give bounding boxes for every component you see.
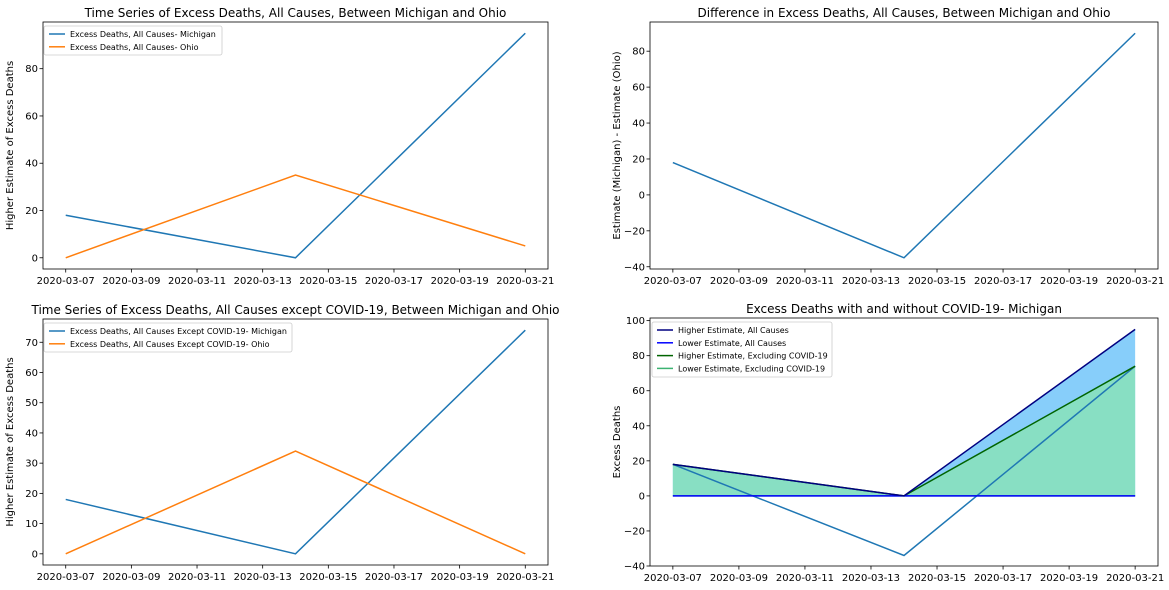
y-tick-label: 20 (632, 154, 645, 165)
x-tick-label: 2020-03-17 (974, 276, 1032, 287)
x-tick-label: 2020-03-07 (37, 276, 95, 287)
y-axis-label: Higher Estimate of Excess Deaths (5, 61, 16, 230)
y-tick-label: −20 (624, 526, 645, 537)
x-tick-label: 2020-03-21 (1106, 276, 1164, 287)
x-tick-label: 2020-03-13 (234, 276, 292, 287)
legend-label: Higher Estimate, Excluding COVID-19 (678, 352, 828, 361)
y-tick-label: 0 (32, 549, 38, 560)
axes-frame (649, 317, 1159, 567)
y-tick-label: −20 (624, 226, 645, 237)
legend-label: Excess Deaths, All Causes- Ohio (70, 43, 199, 52)
x-tick-label: 2020-03-19 (1040, 573, 1098, 584)
x-tick-label: 2020-03-11 (168, 276, 226, 287)
y-tick-label: 0 (639, 190, 645, 201)
x-tick-label: 2020-03-09 (102, 572, 160, 583)
series-line-0 (672, 32, 1136, 259)
y-tick-label: 80 (25, 64, 38, 75)
chart-title: Excess Deaths with and without COVID-19-… (746, 302, 1062, 316)
y-tick-label: −40 (624, 562, 645, 573)
y-tick-label: 100 (626, 316, 645, 327)
y-tick-label: 80 (632, 351, 645, 362)
x-tick-label: 2020-03-21 (1106, 573, 1164, 584)
y-tick-label: 0 (32, 253, 38, 264)
y-tick-label: 20 (25, 489, 38, 500)
x-tick-label: 2020-03-13 (234, 572, 292, 583)
x-tick-label: 2020-03-19 (1040, 276, 1098, 287)
y-axis-label: Estimate (Michigan) - Estimate (Ohio) (612, 51, 623, 239)
axes-frame (649, 21, 1159, 270)
x-tick-label: 2020-03-09 (710, 276, 768, 287)
y-tick-label: 40 (25, 428, 38, 439)
y-tick-label: 10 (25, 519, 38, 530)
legend-label: Lower Estimate, All Causes (678, 339, 786, 348)
y-tick-label: 70 (25, 338, 38, 349)
x-tick-label: 2020-03-19 (431, 276, 489, 287)
y-tick-label: 60 (632, 386, 645, 397)
x-tick-label: 2020-03-13 (842, 573, 900, 584)
axes-frame (42, 21, 549, 270)
y-tick-label: 60 (632, 83, 645, 94)
legend-label: Excess Deaths, All Causes- Michigan (70, 30, 216, 39)
y-tick-label: 50 (25, 398, 38, 409)
chart-title: Time Series of Excess Deaths, All Causes… (84, 6, 507, 20)
y-tick-label: 20 (632, 456, 645, 467)
legend-box (43, 25, 223, 56)
legend-label: Lower Estimate, Excluding COVID-19 (678, 364, 825, 373)
x-tick-label: 2020-03-07 (644, 573, 702, 584)
y-tick-label: 30 (25, 459, 38, 470)
x-tick-label: 2020-03-19 (431, 572, 489, 583)
x-tick-label: 2020-03-13 (842, 276, 900, 287)
series-line-excess-deaths-all-causes-except-covid-19-michigan (65, 329, 526, 555)
x-tick-label: 2020-03-09 (710, 573, 768, 584)
x-tick-label: 2020-03-17 (365, 572, 423, 583)
legend-box (651, 321, 833, 378)
y-tick-label: 80 (632, 47, 645, 58)
fill-region-1 (672, 366, 1136, 496)
y-tick-label: 20 (25, 206, 38, 217)
x-tick-label: 2020-03-09 (102, 276, 160, 287)
y-tick-label: 0 (639, 491, 645, 502)
series-line-excess-deaths-all-causes-ohio (65, 174, 526, 259)
series-line-higher-estimate-all-causes (672, 328, 1136, 497)
x-tick-label: 2020-03-15 (908, 573, 966, 584)
legend-label: Excess Deaths, All Causes Except COVID-1… (70, 327, 287, 336)
x-tick-label: 2020-03-07 (37, 572, 95, 583)
chart-title: Difference in Excess Deaths, All Causes,… (698, 6, 1111, 20)
x-tick-label: 2020-03-11 (168, 572, 226, 583)
x-tick-label: 2020-03-21 (496, 276, 554, 287)
legend-label: Higher Estimate, All Causes (678, 326, 789, 335)
axes-frame (42, 318, 549, 566)
x-tick-label: 2020-03-11 (776, 276, 834, 287)
extra-line-0 (672, 365, 1136, 557)
x-tick-label: 2020-03-15 (299, 276, 357, 287)
legend-box (43, 322, 293, 353)
y-axis-label: Excess Deaths (612, 406, 623, 479)
chart-title: Time Series of Excess Deaths, All Causes… (30, 303, 559, 317)
y-tick-label: −40 (624, 262, 645, 273)
y-tick-label: 60 (25, 111, 38, 122)
series-line-excess-deaths-all-causes-except-covid-19-ohio (65, 450, 526, 555)
x-tick-label: 2020-03-17 (365, 276, 423, 287)
x-tick-label: 2020-03-15 (908, 276, 966, 287)
x-tick-label: 2020-03-11 (776, 573, 834, 584)
y-tick-label: 40 (25, 159, 38, 170)
x-tick-label: 2020-03-15 (299, 572, 357, 583)
x-tick-label: 2020-03-17 (974, 573, 1032, 584)
x-tick-label: 2020-03-21 (496, 572, 554, 583)
y-axis-label: Higher Estimate of Excess Deaths (5, 357, 16, 526)
y-tick-label: 60 (25, 368, 38, 379)
x-tick-label: 2020-03-07 (644, 276, 702, 287)
y-tick-label: 40 (632, 119, 645, 130)
legend-label: Excess Deaths, All Causes Except COVID-1… (70, 340, 270, 349)
y-tick-label: 40 (632, 421, 645, 432)
